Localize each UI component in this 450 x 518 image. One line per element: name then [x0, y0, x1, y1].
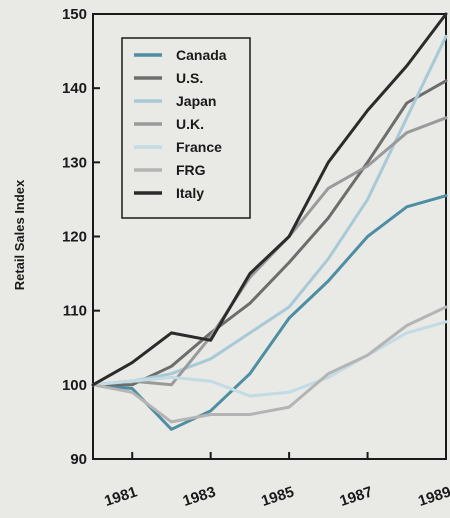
axes: 90 100 110 120 130 140 150 1981 1983 1985 1987 1989 — [62, 6, 450, 510]
x-tick-label: 1987 — [338, 483, 375, 509]
y-tick-label: 130 — [62, 154, 87, 171]
legend-label: France — [176, 139, 222, 155]
y-tick-label: 100 — [62, 377, 87, 394]
series-layer — [91, 12, 448, 431]
series-line-frg — [91, 305, 448, 424]
x-tick-label: 1983 — [181, 483, 218, 509]
series-line-france — [91, 320, 448, 398]
legend-label: Japan — [176, 93, 216, 109]
y-tick-label: 120 — [62, 229, 87, 246]
series-line-u-s — [91, 79, 448, 387]
legend-label: U.S. — [176, 70, 203, 86]
legend-label: FRG — [176, 162, 206, 178]
y-axis-label: Retail Sales Index — [12, 179, 27, 290]
series-line-japan — [91, 34, 448, 387]
x-tick-label: 1981 — [102, 483, 139, 509]
y-tick-label: 150 — [62, 6, 87, 23]
legend-label: U.K. — [176, 116, 204, 132]
legend-box — [121, 37, 251, 219]
y-tick-label: 110 — [63, 303, 87, 320]
legend-label: Italy — [176, 185, 204, 201]
legend-label: Canada — [176, 47, 227, 63]
y-tick-label: 140 — [62, 80, 87, 97]
y-tick-label: 90 — [70, 451, 87, 468]
x-tick-label: 1989 — [416, 483, 450, 509]
series-line-italy — [91, 12, 448, 387]
x-tick-label: 1985 — [259, 483, 296, 509]
legend: Canada U.S. Japan U.K. France FRG Italy — [121, 37, 251, 219]
